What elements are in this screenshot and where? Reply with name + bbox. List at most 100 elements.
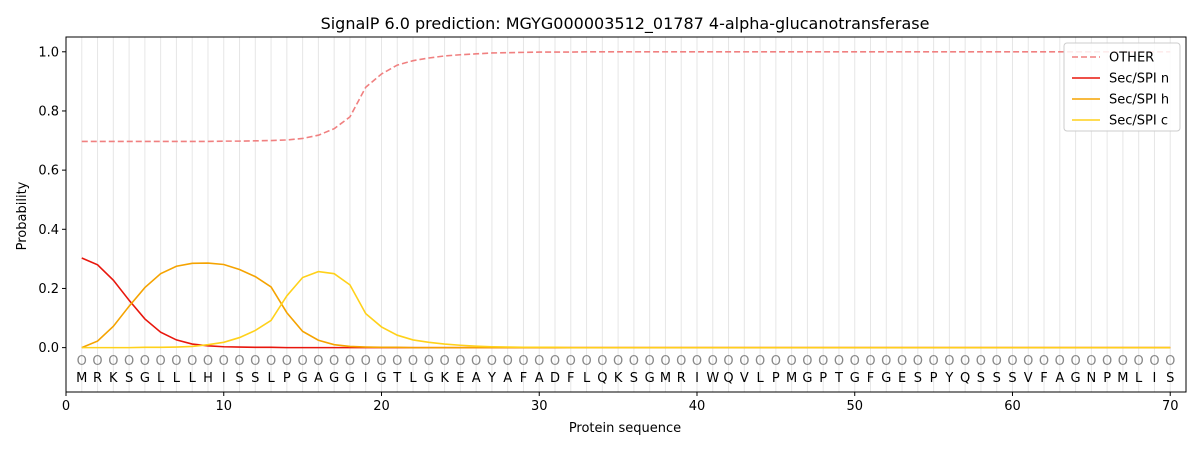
region-label: O: [645, 354, 655, 369]
residue-label: P: [283, 371, 291, 386]
residue-label: V: [740, 371, 749, 386]
region-label: O: [960, 354, 970, 369]
residue-label: Y: [944, 371, 953, 386]
region-label: O: [881, 354, 891, 369]
residue-label: G: [329, 371, 339, 386]
x-tick-label: 0: [62, 399, 70, 414]
residue-label: S: [235, 371, 243, 386]
residue-label: P: [772, 371, 780, 386]
region-label: O: [1023, 354, 1033, 369]
region-label: O: [1118, 354, 1128, 369]
residue-label: G: [1071, 371, 1081, 386]
region-label: O: [1039, 354, 1049, 369]
residue-label: G: [140, 371, 150, 386]
residue-label: G: [881, 371, 891, 386]
legend: OTHER Sec/SPI n Sec/SPI h Sec/SPI c: [1063, 42, 1181, 132]
series-line-other: [81, 50, 1171, 143]
region-label: O: [282, 354, 292, 369]
residue-label: L: [267, 371, 275, 386]
legend-box: [1063, 42, 1181, 132]
residue-label: S: [1008, 371, 1016, 386]
region-label: O: [550, 354, 560, 369]
residue-label: P: [819, 371, 827, 386]
residue-label: R: [677, 371, 686, 386]
region-label: O: [455, 354, 465, 369]
residue-label: P: [1103, 371, 1111, 386]
region-label: O: [376, 354, 386, 369]
region-label: O: [156, 354, 166, 369]
x-tick-label: 30: [531, 399, 548, 414]
y-tick-label: 1.0: [38, 45, 59, 60]
residue-label: I: [364, 371, 368, 386]
region-label: O: [234, 354, 244, 369]
region-label: O: [203, 354, 213, 369]
region-label: O: [1102, 354, 1112, 369]
region-label: O: [850, 354, 860, 369]
residue-label: F: [567, 371, 574, 386]
region-label: O: [518, 354, 528, 369]
residue-label: L: [1135, 371, 1143, 386]
region-label: O: [140, 354, 150, 369]
region-label: O: [597, 354, 607, 369]
region-label: O: [865, 354, 875, 369]
x-tick-label: 40: [689, 399, 706, 414]
region-label: O: [692, 354, 702, 369]
residue-annotations: OMOROKOSOGOLOLOLOHOIOSOSOLOPOGOAOGOGOIOG…: [76, 354, 1175, 386]
grid-lines: [81, 37, 1171, 392]
region-label: O: [92, 354, 102, 369]
region-label: O: [1055, 354, 1065, 369]
region-label: O: [77, 354, 87, 369]
residue-label: F: [520, 371, 527, 386]
region-label: O: [708, 354, 718, 369]
legend-label: Sec/SPI c: [1109, 114, 1168, 129]
residue-label: A: [503, 371, 512, 386]
residue-label: W: [706, 371, 719, 386]
region-label: O: [802, 354, 812, 369]
residue-label: S: [630, 371, 638, 386]
residue-label: E: [898, 371, 906, 386]
residue-label: L: [157, 371, 165, 386]
region-label: O: [408, 354, 418, 369]
region-label: O: [613, 354, 623, 369]
residue-label: G: [345, 371, 355, 386]
region-label: O: [266, 354, 276, 369]
region-label: O: [723, 354, 733, 369]
region-label: O: [534, 354, 544, 369]
residue-label: L: [583, 371, 591, 386]
residue-label: K: [440, 371, 449, 386]
legend-label: OTHER: [1109, 51, 1154, 66]
region-label: O: [629, 354, 639, 369]
region-label: O: [313, 354, 323, 369]
region-label: O: [439, 354, 449, 369]
region-label: O: [329, 354, 339, 369]
residue-label: H: [203, 371, 213, 386]
residue-label: T: [392, 371, 401, 386]
x-tick-label: 60: [1004, 399, 1021, 414]
residue-label: D: [550, 371, 560, 386]
legend-label: Sec/SPI n: [1109, 72, 1169, 87]
region-label: O: [1165, 354, 1175, 369]
x-axis-label: Protein sequence: [569, 421, 681, 436]
y-tick-label: 0.6: [38, 164, 59, 179]
residue-label: N: [1086, 371, 1096, 386]
residue-label: K: [109, 371, 118, 386]
region-label: O: [471, 354, 481, 369]
residue-label: F: [867, 371, 874, 386]
y-tick-label: 0.2: [38, 282, 59, 297]
residue-label: A: [314, 371, 323, 386]
residue-label: S: [993, 371, 1001, 386]
region-label: O: [424, 354, 434, 369]
region-label: O: [124, 354, 134, 369]
region-label: O: [1007, 354, 1017, 369]
residue-label: S: [977, 371, 985, 386]
region-label: O: [944, 354, 954, 369]
residue-label: I: [1153, 371, 1157, 386]
region-label: O: [171, 354, 181, 369]
x-tick-label: 20: [373, 399, 390, 414]
region-label: O: [250, 354, 260, 369]
residue-label: T: [834, 371, 843, 386]
region-label: O: [345, 354, 355, 369]
residue-label: L: [756, 371, 764, 386]
residue-label: M: [76, 371, 87, 386]
